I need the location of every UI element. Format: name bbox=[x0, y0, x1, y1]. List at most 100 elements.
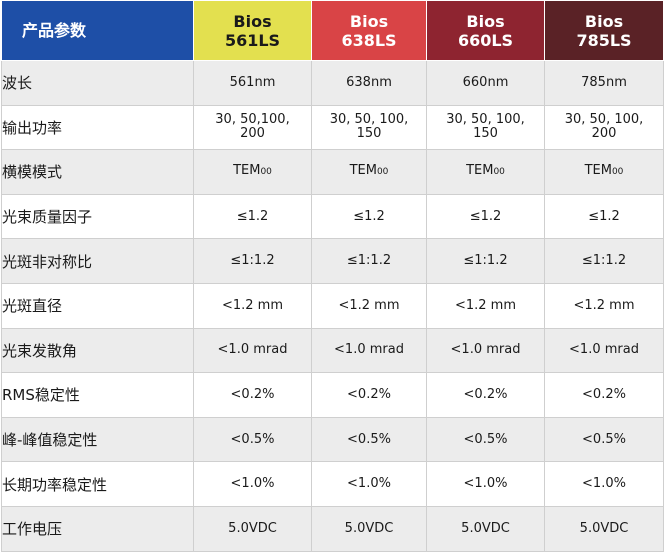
cell-value: <1.0% bbox=[347, 476, 391, 492]
table-cell: <1.0% bbox=[193, 461, 312, 507]
table-cell: <1.2 mm bbox=[193, 282, 312, 329]
cell-subscript: 00 bbox=[260, 167, 272, 178]
model-name-line1: Bios bbox=[466, 11, 505, 31]
table-cell: <1.0% bbox=[426, 461, 545, 507]
row-label: 光束质量因子 bbox=[1, 193, 194, 240]
table-cell: 5.0VDC bbox=[193, 505, 312, 552]
table-row: 波长 561nm 638nm 660nm 785nm bbox=[1, 60, 664, 106]
table-cell: 785nm bbox=[544, 60, 664, 106]
table-cell: 30, 50, 100, 150 bbox=[426, 104, 545, 151]
table-row: 峰-峰值稳定性 <0.5% <0.5% <0.5% <0.5% bbox=[1, 416, 664, 463]
model-name-line1: Bios bbox=[233, 11, 272, 31]
row-label: 输出功率 bbox=[1, 104, 194, 151]
table-cell: 5.0VDC bbox=[426, 505, 545, 552]
cell-value: ≤1:1.2 bbox=[230, 253, 275, 269]
cell-value: <1.2 mm bbox=[573, 297, 635, 313]
cell-subscript: 00 bbox=[611, 167, 624, 178]
table-cell: ≤1.2 bbox=[193, 193, 312, 240]
row-label: 长期功率稳定性 bbox=[1, 461, 194, 507]
table-cell: 30, 50, 100, 200 bbox=[544, 104, 664, 151]
table-cell: <0.2% bbox=[311, 372, 427, 418]
cell-line: 30, 50,100, bbox=[215, 112, 290, 128]
cell-value: <0.2% bbox=[347, 386, 391, 402]
table-cell: ≤1.2 bbox=[311, 193, 427, 240]
cell-value: ≤1:1.2 bbox=[463, 253, 508, 269]
cell-value: 561nm bbox=[229, 74, 276, 90]
row-label: 光斑直径 bbox=[1, 282, 194, 329]
row-label: 横模模式 bbox=[1, 149, 194, 195]
cell-value: <1.0 mrad bbox=[217, 342, 288, 358]
table-cell: <0.2% bbox=[426, 372, 545, 418]
table-cell: 561nm bbox=[193, 60, 312, 106]
table-cell: <1.2 mm bbox=[311, 282, 427, 329]
cell-value: <0.5% bbox=[230, 431, 275, 447]
cell-value: TEM bbox=[233, 163, 261, 179]
table-cell: TEM00 bbox=[426, 149, 545, 195]
table-row: 光束发散角 <1.0 mrad <1.0 mrad <1.0 mrad <1.0 mra… bbox=[1, 327, 664, 374]
table-row: 光束质量因子 ≤1.2 ≤1.2 ≤1.2 ≤1.2 bbox=[1, 193, 664, 240]
cell-line: 200 bbox=[591, 126, 617, 142]
cell-value: ≤1.2 bbox=[588, 208, 620, 224]
table-cell: 5.0VDC bbox=[544, 505, 664, 552]
table-cell: <1.0 mrad bbox=[311, 327, 427, 374]
table-cell: <0.5% bbox=[426, 416, 545, 463]
cell-value: <1.2 mm bbox=[221, 297, 284, 313]
table-cell: 30, 50, 100, 150 bbox=[311, 104, 427, 151]
table-row: 光斑直径 <1.2 mm <1.2 mm <1.2 mm <1.2 mm bbox=[1, 282, 664, 329]
cell-value: <0.5% bbox=[463, 431, 508, 447]
cell-value: 5.0VDC bbox=[579, 520, 629, 536]
model-header-660ls: Bios 660LS bbox=[426, 0, 545, 61]
table-cell: ≤1:1.2 bbox=[426, 238, 545, 284]
model-header-561ls: Bios 561LS bbox=[193, 0, 312, 61]
cell-subscript: 00 bbox=[376, 167, 389, 178]
table-cell: ≤1.2 bbox=[426, 193, 545, 240]
cell-value: TEM bbox=[466, 163, 494, 179]
header-label: 产品参数 bbox=[1, 0, 194, 61]
cell-value: 5.0VDC bbox=[461, 520, 510, 536]
cell-value: <0.5% bbox=[582, 431, 626, 447]
table-cell: TEM00 bbox=[311, 149, 427, 195]
table-row: 光斑非对称比 ≤1:1.2 ≤1:1.2 ≤1:1.2 ≤1:1.2 bbox=[1, 238, 664, 284]
table-cell: <1.0% bbox=[544, 461, 664, 507]
table-cell: ≤1:1.2 bbox=[311, 238, 427, 284]
cell-value: <0.2% bbox=[582, 386, 626, 402]
model-header-638ls: Bios 638LS bbox=[311, 0, 427, 61]
cell-value: <1.0% bbox=[463, 476, 508, 492]
cell-line: 200 bbox=[240, 126, 265, 142]
model-name-line2: 785LS bbox=[576, 30, 632, 50]
table-row: 横模模式 TEM00 TEM00 TEM00 TEM00 bbox=[1, 149, 664, 195]
table-cell: <1.0 mrad bbox=[193, 327, 312, 374]
model-name-line2: 660LS bbox=[457, 30, 514, 50]
row-label: 光束发散角 bbox=[1, 327, 194, 374]
cell-value: ≤1:1.2 bbox=[346, 253, 392, 269]
cell-line: 30, 50, 100, bbox=[564, 112, 644, 128]
row-label: 光斑非对称比 bbox=[1, 238, 194, 284]
cell-value: 638nm bbox=[346, 74, 392, 90]
table-cell: <1.0 mrad bbox=[426, 327, 545, 374]
table-cell: 30, 50,100, 200 bbox=[193, 104, 312, 151]
table-cell: <1.2 mm bbox=[544, 282, 664, 329]
cell-value: TEM bbox=[584, 163, 612, 179]
cell-value: 5.0VDC bbox=[228, 520, 277, 536]
table-cell: <0.5% bbox=[193, 416, 312, 463]
table-cell: <0.5% bbox=[544, 416, 664, 463]
table-row: RMS稳定性 <0.2% <0.2% <0.2% <0.2% bbox=[1, 372, 664, 418]
cell-value: 660nm bbox=[462, 74, 509, 90]
cell-value: ≤1.2 bbox=[469, 208, 502, 224]
cell-line: 30, 50, 100, bbox=[446, 112, 525, 128]
table-cell: <1.0% bbox=[311, 461, 427, 507]
table-row: 长期功率稳定性 <1.0% <1.0% <1.0% <1.0% bbox=[1, 461, 664, 507]
table-cell: <1.0 mrad bbox=[544, 327, 664, 374]
table-cell: 638nm bbox=[311, 60, 427, 106]
cell-value: <1.0 mrad bbox=[569, 342, 639, 358]
cell-value: <1.0% bbox=[230, 476, 275, 492]
cell-line: 150 bbox=[356, 126, 382, 142]
cell-value: <1.0 mrad bbox=[450, 342, 521, 358]
cell-value: TEM bbox=[349, 163, 377, 179]
table-cell: TEM00 bbox=[544, 149, 664, 195]
cell-line: 150 bbox=[473, 126, 498, 142]
table-cell: <0.2% bbox=[193, 372, 312, 418]
table-cell: 660nm bbox=[426, 60, 545, 106]
header-row: 产品参数 Bios 561LS Bios 638LS Bios 660LS Bi… bbox=[1, 0, 664, 61]
